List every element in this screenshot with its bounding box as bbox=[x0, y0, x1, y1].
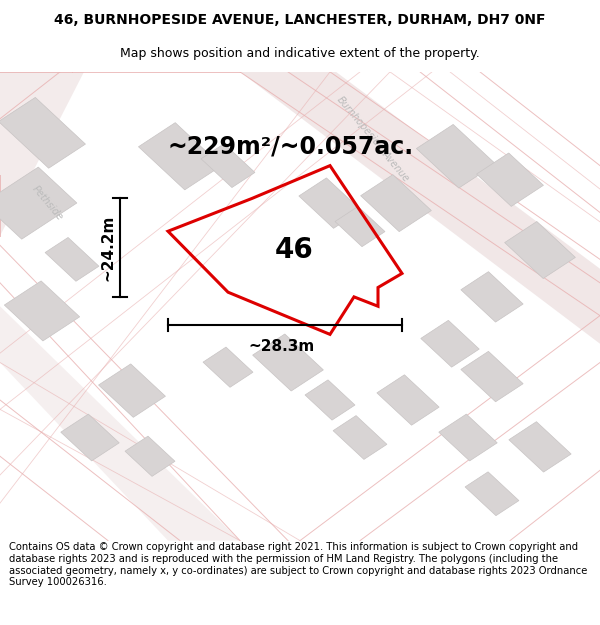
Polygon shape bbox=[0, 72, 84, 236]
Polygon shape bbox=[0, 306, 240, 541]
Polygon shape bbox=[505, 221, 575, 279]
Text: ~229m²/~0.057ac.: ~229m²/~0.057ac. bbox=[168, 135, 414, 159]
Polygon shape bbox=[461, 272, 523, 322]
Text: 46: 46 bbox=[275, 236, 313, 264]
Polygon shape bbox=[0, 167, 77, 239]
Polygon shape bbox=[335, 206, 385, 247]
Text: 46, BURNHOPESIDE AVENUE, LANCHESTER, DURHAM, DH7 0NF: 46, BURNHOPESIDE AVENUE, LANCHESTER, DUR… bbox=[54, 13, 546, 27]
Text: Pethside: Pethside bbox=[31, 184, 65, 222]
Polygon shape bbox=[333, 416, 387, 459]
Polygon shape bbox=[465, 472, 519, 516]
Polygon shape bbox=[439, 414, 497, 461]
Polygon shape bbox=[299, 178, 361, 228]
Polygon shape bbox=[416, 124, 496, 188]
Polygon shape bbox=[45, 238, 99, 281]
Polygon shape bbox=[203, 347, 253, 388]
Polygon shape bbox=[461, 351, 523, 402]
Polygon shape bbox=[98, 364, 166, 418]
Polygon shape bbox=[125, 436, 175, 476]
Text: ~28.3m: ~28.3m bbox=[249, 339, 315, 354]
Polygon shape bbox=[421, 321, 479, 367]
Text: ~24.2m: ~24.2m bbox=[101, 214, 115, 281]
Polygon shape bbox=[305, 380, 355, 420]
Polygon shape bbox=[4, 281, 80, 341]
Polygon shape bbox=[476, 153, 544, 206]
Polygon shape bbox=[201, 144, 255, 188]
Polygon shape bbox=[240, 72, 600, 344]
Polygon shape bbox=[253, 334, 323, 391]
Text: Contains OS data © Crown copyright and database right 2021. This information is : Contains OS data © Crown copyright and d… bbox=[9, 542, 587, 587]
Polygon shape bbox=[361, 174, 431, 232]
Polygon shape bbox=[61, 414, 119, 461]
Text: Map shows position and indicative extent of the property.: Map shows position and indicative extent… bbox=[120, 48, 480, 61]
Polygon shape bbox=[139, 122, 221, 190]
Polygon shape bbox=[509, 422, 571, 472]
Polygon shape bbox=[377, 375, 439, 425]
Text: Avenue: Avenue bbox=[380, 148, 412, 183]
Polygon shape bbox=[0, 98, 85, 168]
Text: Burnhopeside: Burnhopeside bbox=[334, 94, 386, 152]
